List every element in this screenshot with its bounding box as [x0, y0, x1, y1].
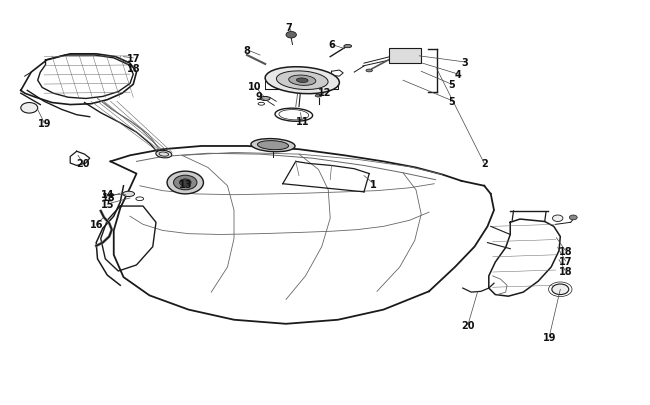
Text: 3: 3 [462, 58, 468, 68]
Text: 14: 14 [101, 190, 114, 199]
Ellipse shape [296, 79, 308, 83]
Circle shape [174, 176, 197, 190]
Text: 20: 20 [77, 159, 90, 169]
Text: 18: 18 [103, 193, 116, 202]
Text: 16: 16 [90, 220, 103, 230]
Ellipse shape [344, 45, 352, 49]
Text: 7: 7 [286, 23, 292, 33]
Text: 13: 13 [179, 179, 192, 189]
Text: 18: 18 [127, 64, 140, 74]
Text: 4: 4 [455, 70, 461, 80]
Circle shape [569, 215, 577, 220]
Circle shape [286, 32, 296, 39]
Ellipse shape [257, 141, 289, 150]
Text: 19: 19 [543, 332, 556, 342]
Ellipse shape [289, 76, 316, 86]
Text: 11: 11 [296, 117, 309, 126]
Circle shape [179, 179, 191, 187]
Ellipse shape [251, 139, 295, 152]
Ellipse shape [366, 70, 372, 73]
Text: 18: 18 [559, 266, 572, 276]
Text: 19: 19 [38, 119, 51, 128]
Ellipse shape [156, 151, 172, 158]
Text: 12: 12 [318, 88, 332, 98]
Text: 8: 8 [244, 46, 250, 55]
Text: 17: 17 [127, 54, 140, 64]
Text: 10: 10 [248, 82, 261, 92]
Ellipse shape [123, 192, 135, 197]
FancyBboxPatch shape [389, 49, 421, 64]
Ellipse shape [265, 68, 339, 94]
Circle shape [21, 103, 38, 114]
Circle shape [167, 172, 203, 194]
Text: 5: 5 [448, 80, 455, 90]
Text: 9: 9 [255, 92, 262, 102]
Text: 1: 1 [370, 179, 377, 189]
Text: 5: 5 [448, 96, 455, 106]
Ellipse shape [260, 97, 270, 101]
Text: 20: 20 [462, 320, 474, 330]
Text: 2: 2 [481, 159, 488, 169]
Ellipse shape [315, 95, 322, 98]
Circle shape [552, 284, 569, 295]
Circle shape [552, 215, 563, 222]
Text: 18: 18 [559, 246, 572, 256]
Text: 17: 17 [559, 256, 572, 266]
Text: 15: 15 [101, 200, 114, 209]
Ellipse shape [276, 72, 328, 90]
Text: 6: 6 [328, 40, 335, 50]
